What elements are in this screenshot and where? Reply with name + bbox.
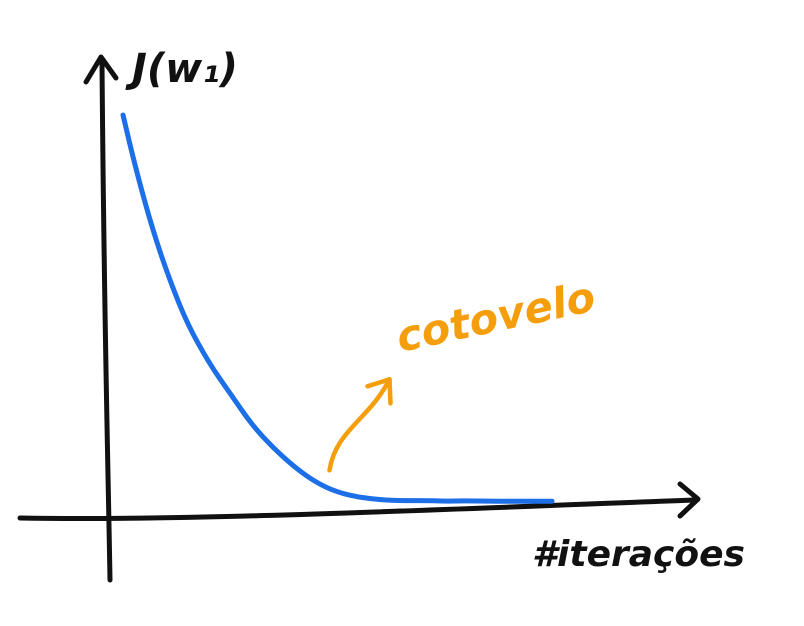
- annotation-arrow: [327, 377, 392, 473]
- annotation-group: cotovelo: [327, 272, 600, 473]
- axes: [17, 54, 701, 583]
- x-axis-line: [17, 497, 697, 522]
- annotation-arrowhead: [365, 377, 393, 406]
- y-axis-line: [99, 59, 113, 583]
- cost-curve-line: [120, 112, 555, 504]
- series-group: [120, 112, 555, 504]
- annotation-label: cotovelo: [392, 272, 600, 362]
- y-axis-label: J(w₁): [125, 46, 238, 92]
- y-axis-arrowhead: [83, 54, 119, 85]
- x-axis-label: #iterações: [532, 534, 745, 575]
- x-axis-arrowhead: [677, 481, 701, 519]
